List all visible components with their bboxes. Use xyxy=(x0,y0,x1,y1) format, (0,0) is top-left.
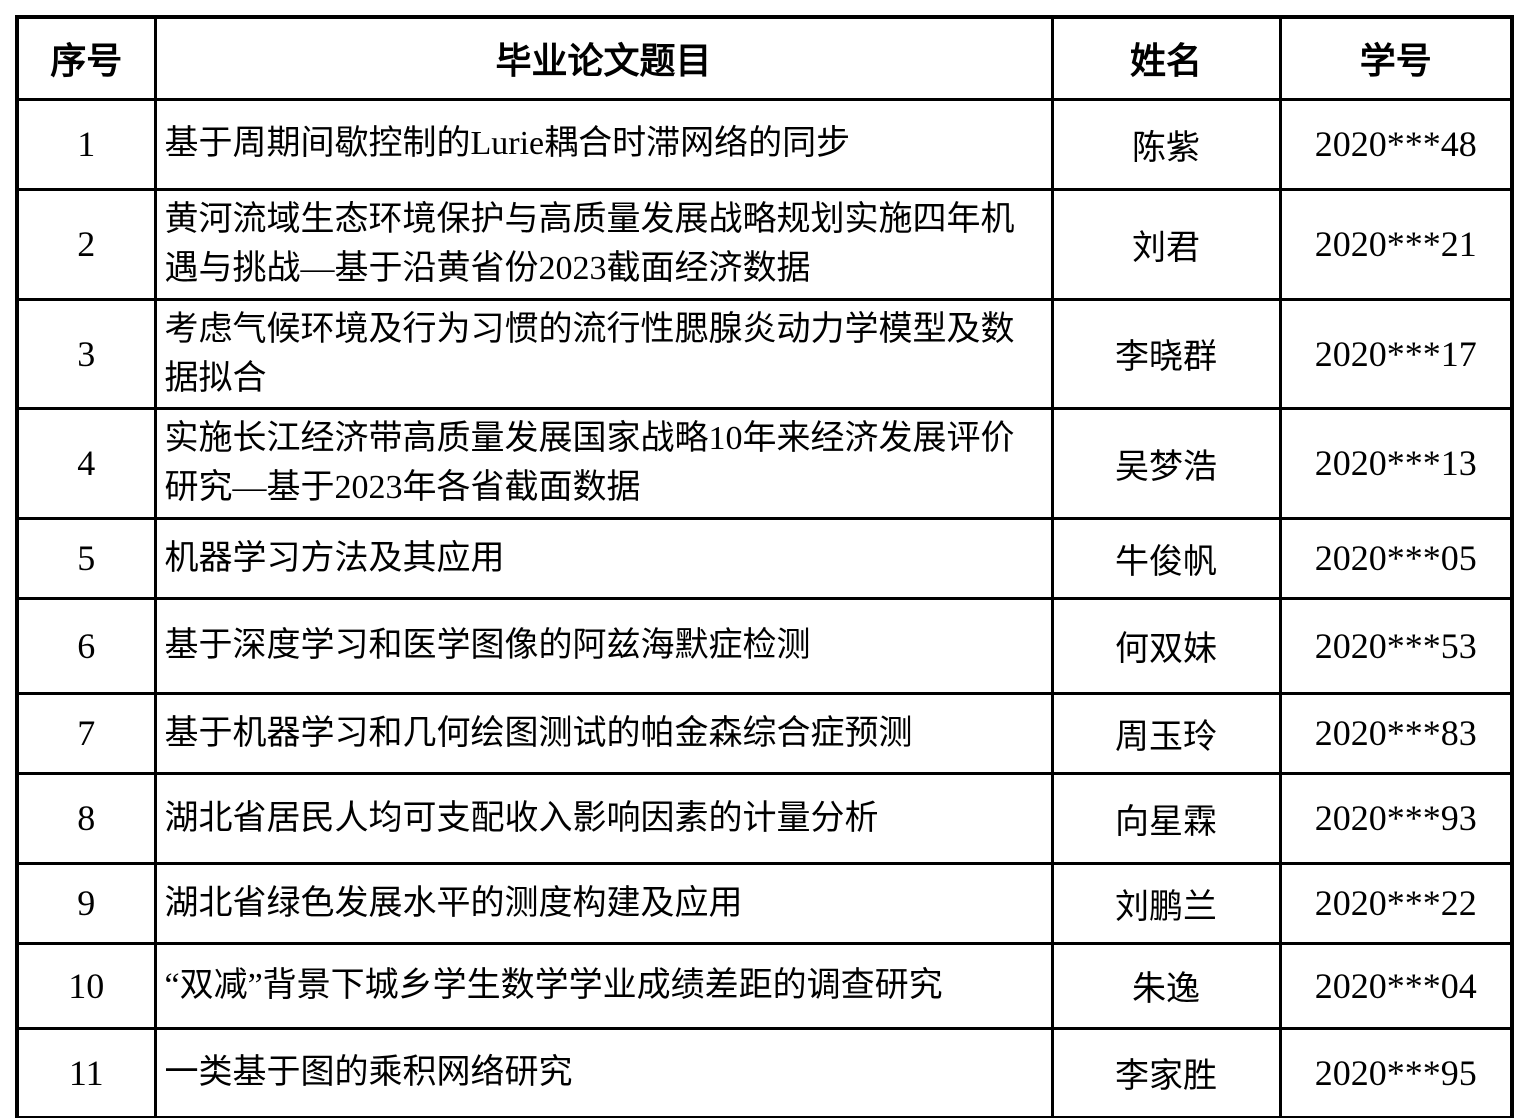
student-id-cell: 2020***22 xyxy=(1278,861,1514,945)
row-index-cell: 4 xyxy=(15,407,157,520)
header-row: 序号 毕业论文题目 姓名 学号 xyxy=(15,15,1514,101)
row-index-cell: 8 xyxy=(15,771,157,865)
student-id-cell: 2020***83 xyxy=(1278,691,1514,775)
student-id-cell: 2020***95 xyxy=(1278,1026,1514,1118)
row-index-cell: 10 xyxy=(15,941,157,1030)
table-row: 8 湖北省居民人均可支配收入影响因素的计量分析 向星霖 2020***93 xyxy=(15,771,1514,865)
table-row: 4 实施长江经济带高质量发展国家战略10年来经济发展评价研究—基于2023年各省… xyxy=(15,407,1514,520)
student-name-cell: 周玉玲 xyxy=(1050,691,1282,775)
row-index-cell: 3 xyxy=(15,297,157,411)
student-id-cell: 2020***53 xyxy=(1278,596,1514,695)
student-name-cell: 何双妹 xyxy=(1050,596,1282,695)
student-name-cell: 陈紫 xyxy=(1050,97,1282,191)
thesis-title-cell: 考虑气候环境及行为习惯的流行性腮腺炎动力学模型及数据拟合 xyxy=(153,297,1054,411)
header-name: 姓名 xyxy=(1050,15,1282,101)
table-row: 10 “双减”背景下城乡学生数学学业成绩差距的调查研究 朱逸 2020***04 xyxy=(15,941,1514,1030)
thesis-title-cell: 湖北省绿色发展水平的测度构建及应用 xyxy=(153,861,1054,945)
thesis-title-cell: 基于机器学习和几何绘图测试的帕金森综合症预测 xyxy=(153,691,1054,775)
thesis-title-cell: 黄河流域生态环境保护与高质量发展战略规划实施四年机遇与挑战—基于沿黄省份2023… xyxy=(153,187,1054,301)
student-name-cell: 刘君 xyxy=(1050,187,1282,301)
header-student-id: 学号 xyxy=(1278,15,1514,101)
student-name-cell: 牛俊帆 xyxy=(1050,516,1282,600)
table-row: 7 基于机器学习和几何绘图测试的帕金森综合症预测 周玉玲 2020***83 xyxy=(15,691,1514,775)
thesis-title-cell: “双减”背景下城乡学生数学学业成绩差距的调查研究 xyxy=(153,941,1054,1030)
table-row: 1 基于周期间歇控制的Lurie耦合时滞网络的同步 陈紫 2020***48 xyxy=(15,97,1514,191)
student-name-cell: 李晓群 xyxy=(1050,297,1282,411)
header-index: 序号 xyxy=(15,15,157,101)
header-title: 毕业论文题目 xyxy=(153,15,1054,101)
row-index-cell: 5 xyxy=(15,516,157,600)
student-name-cell: 朱逸 xyxy=(1050,941,1282,1030)
table-header: 序号 毕业论文题目 姓名 学号 xyxy=(15,15,1514,101)
thesis-title-cell: 基于深度学习和医学图像的阿兹海默症检测 xyxy=(153,596,1054,695)
student-id-cell: 2020***48 xyxy=(1278,97,1514,191)
student-name-cell: 吴梦浩 xyxy=(1050,407,1282,520)
row-index-cell: 7 xyxy=(15,691,157,775)
student-id-cell: 2020***17 xyxy=(1278,297,1514,411)
thesis-title-cell: 基于周期间歇控制的Lurie耦合时滞网络的同步 xyxy=(153,97,1054,191)
table-row: 5 机器学习方法及其应用 牛俊帆 2020***05 xyxy=(15,516,1514,600)
row-index-cell: 11 xyxy=(15,1026,157,1118)
table-row: 3 考虑气候环境及行为习惯的流行性腮腺炎动力学模型及数据拟合 李晓群 2020*… xyxy=(15,297,1514,411)
student-name-cell: 向星霖 xyxy=(1050,771,1282,865)
row-index-cell: 1 xyxy=(15,97,157,191)
row-index-cell: 9 xyxy=(15,861,157,945)
table-row: 6 基于深度学习和医学图像的阿兹海默症检测 何双妹 2020***53 xyxy=(15,596,1514,695)
student-id-cell: 2020***93 xyxy=(1278,771,1514,865)
student-name-cell: 李家胜 xyxy=(1050,1026,1282,1118)
table-body: 1 基于周期间歇控制的Lurie耦合时滞网络的同步 陈紫 2020***48 2… xyxy=(15,97,1514,1118)
thesis-title-cell: 机器学习方法及其应用 xyxy=(153,516,1054,600)
thesis-title-cell: 一类基于图的乘积网络研究 xyxy=(153,1026,1054,1118)
student-id-cell: 2020***13 xyxy=(1278,407,1514,520)
table-row: 11 一类基于图的乘积网络研究 李家胜 2020***95 xyxy=(15,1026,1514,1118)
thesis-title-cell: 实施长江经济带高质量发展国家战略10年来经济发展评价研究—基于2023年各省截面… xyxy=(153,407,1054,520)
student-name-cell: 刘鹏兰 xyxy=(1050,861,1282,945)
table-row: 2 黄河流域生态环境保护与高质量发展战略规划实施四年机遇与挑战—基于沿黄省份20… xyxy=(15,187,1514,301)
thesis-list-table: 序号 毕业论文题目 姓名 学号 1 基于周期间歇控制的Lurie耦合时滞网络的同… xyxy=(15,15,1514,1118)
table-row: 9 湖北省绿色发展水平的测度构建及应用 刘鹏兰 2020***22 xyxy=(15,861,1514,945)
student-id-cell: 2020***04 xyxy=(1278,941,1514,1030)
student-id-cell: 2020***05 xyxy=(1278,516,1514,600)
row-index-cell: 2 xyxy=(15,187,157,301)
student-id-cell: 2020***21 xyxy=(1278,187,1514,301)
row-index-cell: 6 xyxy=(15,596,157,695)
thesis-title-cell: 湖北省居民人均可支配收入影响因素的计量分析 xyxy=(153,771,1054,865)
